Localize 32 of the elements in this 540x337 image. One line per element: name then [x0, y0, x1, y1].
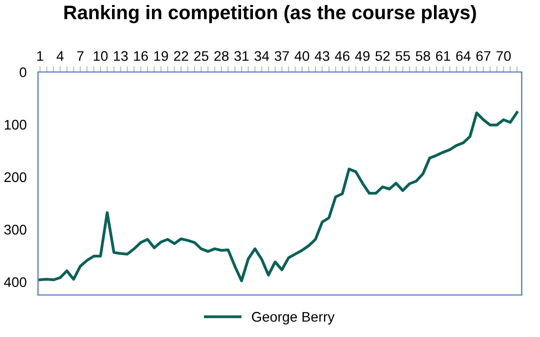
y-tick-label: 300 — [4, 224, 26, 235]
x-tick-label: 67 — [476, 51, 490, 61]
x-tick-label: 52 — [375, 51, 390, 61]
legend-label: George Berry — [252, 312, 335, 324]
x-tick-label: 31 — [234, 51, 249, 61]
x-tick-label: 55 — [396, 51, 410, 61]
x-tick-label: 34 — [254, 51, 270, 61]
x-tick-label: 40 — [294, 51, 310, 61]
x-tick-label: 13 — [114, 51, 128, 61]
chart-title: Ranking in competition (as the course plays) — [64, 5, 476, 24]
x-tick-label: 37 — [274, 51, 289, 61]
x-tick-label: 25 — [194, 51, 208, 61]
y-tick-label: 100 — [4, 120, 26, 130]
x-tick-label: 64 — [456, 51, 471, 61]
x-tick-label: 28 — [214, 51, 229, 61]
x-tick-label: 61 — [436, 51, 450, 61]
y-tick-label: 0 — [20, 67, 26, 78]
x-tick-label: 22 — [174, 51, 188, 61]
x-tick-label: 7 — [77, 51, 84, 61]
y-tick-label: 200 — [4, 172, 26, 182]
y-tick-label: 400 — [4, 277, 26, 288]
x-tick-label: 16 — [134, 51, 148, 61]
x-tick-label: 10 — [94, 51, 108, 61]
x-tick-label: 46 — [334, 51, 350, 61]
x-tick-label: 19 — [154, 51, 168, 61]
x-tick-label: 43 — [314, 51, 330, 61]
x-tick-label: 49 — [355, 51, 370, 61]
x-tick-label: 70 — [496, 51, 511, 61]
line-series — [38, 111, 518, 282]
x-tick-label: 1 — [37, 51, 44, 61]
x-tick-label: 58 — [416, 51, 430, 61]
x-tick-label: 4 — [56, 51, 64, 61]
